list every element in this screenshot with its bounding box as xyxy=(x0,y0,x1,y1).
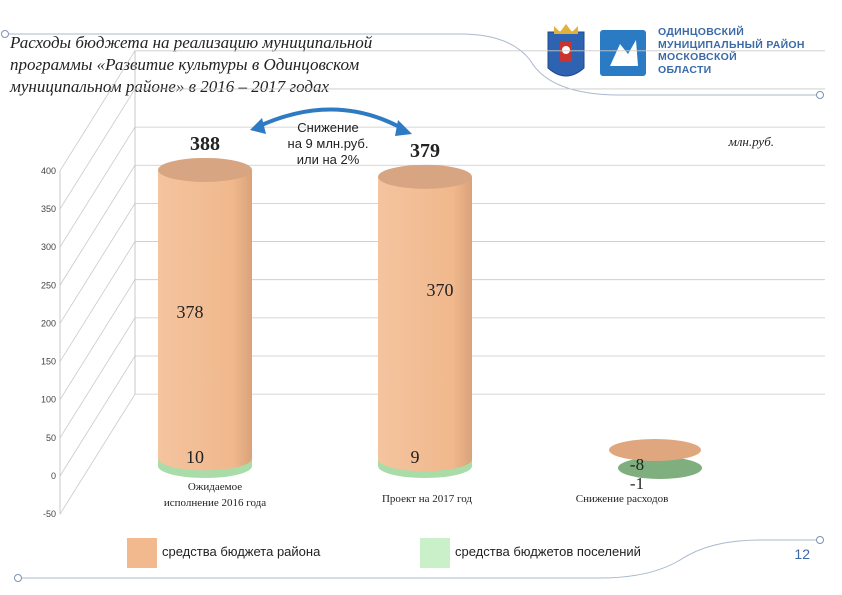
title-line-1: Расходы бюджета на реализацию муниципаль… xyxy=(10,33,373,52)
y-tick-label: 200 xyxy=(41,318,56,328)
chart-value-labels: 388 378 10 379 370 9 -8-1 xyxy=(177,133,645,493)
footer-rule-line xyxy=(20,539,820,579)
y-tick-label: 400 xyxy=(41,166,56,176)
y-tick-label: 150 xyxy=(41,357,56,367)
category-label: Проект на 2017 год xyxy=(382,493,472,505)
reduction-disc-district xyxy=(609,439,701,461)
y-tick-label: 100 xyxy=(41,395,56,405)
category-labels: Ожидаемое исполнение 2016 года Проект на 2… xyxy=(164,481,668,509)
total-value-label: 379 xyxy=(410,140,440,162)
district-reduction-label: -8 xyxy=(630,455,644,474)
reduction-arrow-icon xyxy=(254,107,406,132)
slide-title: Расходы бюджета на реализацию муниципаль… xyxy=(10,32,490,98)
chart-bars xyxy=(158,157,702,479)
legend-label-district: средства бюджета района xyxy=(162,544,321,559)
district-name-text: ОДИНЦОВСКИЙ МУНИЦИПАЛЬНЫЙ РАЙОН МОСКОВСК… xyxy=(658,26,805,76)
annotation-line: или на 2% xyxy=(297,152,360,167)
cylinder-segment-district xyxy=(378,176,472,472)
reduction-arrow-tail-icon xyxy=(250,118,266,134)
settlements-reduction-label: -1 xyxy=(630,474,644,493)
y-tick-label: 350 xyxy=(41,204,56,214)
header-rule-dot-right xyxy=(816,91,824,99)
settlements-value-label: 10 xyxy=(186,447,204,467)
reduction-disc-settlements xyxy=(618,457,702,479)
y-tick-label: 0 xyxy=(51,471,56,481)
district-value-label: 370 xyxy=(427,280,454,300)
y-tick-label: 250 xyxy=(41,280,56,290)
unit-label: млн.руб. xyxy=(728,134,774,149)
annotation-line: на 9 млн.руб. xyxy=(288,136,369,151)
moscow-oblast-coat-of-arms-icon xyxy=(547,24,585,77)
legend-swatch-settlements xyxy=(420,538,450,568)
legend-label-settlements: средства бюджетов поселений xyxy=(455,544,641,559)
logo-icons xyxy=(547,24,646,77)
title-line-3: муниципальном районе» в 2016 – 2017 года… xyxy=(10,77,330,96)
gridline xyxy=(59,50,825,172)
legend-swatch-district xyxy=(127,538,157,568)
chart-gridlines xyxy=(59,50,825,515)
header-logo-block: ОДИНЦОВСКИЙ МУНИЦИПАЛЬНЫЙ РАЙОН МОСКОВСК… xyxy=(540,20,830,90)
annotation-line: Снижение xyxy=(297,120,358,135)
logo-line-3: МОСКОВСКОЙ xyxy=(658,51,737,63)
cylinder-top xyxy=(158,157,252,182)
y-tick-label: 300 xyxy=(41,242,56,252)
footer-rule-dot-left xyxy=(14,574,22,582)
category-label: Ожидаемое xyxy=(188,481,242,493)
y-axis-tick-labels: -50 0 50 100 150 200 250 300 350 400 xyxy=(41,166,56,519)
footer-rule-dot-right xyxy=(816,536,824,544)
odintsovo-district-logo-icon xyxy=(600,30,646,76)
district-value-label: 378 xyxy=(177,302,204,322)
logo-line-4: ОБЛАСТИ xyxy=(658,63,712,76)
settlements-value-label: 9 xyxy=(411,447,420,467)
header-rule-dot-left xyxy=(1,30,9,38)
logo-line-1: ОДИНЦОВСКИЙ xyxy=(658,26,745,38)
cylinder-top xyxy=(378,164,472,189)
header-rule-line xyxy=(4,33,820,96)
y-tick-label: -50 xyxy=(43,509,56,519)
y-tick-label: 50 xyxy=(46,433,56,443)
cylinder-segment-district xyxy=(158,169,252,471)
total-value-label: 388 xyxy=(190,133,220,155)
title-line-2: программы «Развитие культуры в Одинцовск… xyxy=(10,55,360,74)
category-label: Снижение расходов xyxy=(576,493,669,505)
category-label: исполнение 2016 года xyxy=(164,497,266,509)
page-number: 12 xyxy=(794,546,810,562)
reduction-arrowhead-icon xyxy=(395,120,412,136)
logo-line-2: МУНИЦИПАЛЬНЫЙ РАЙОН xyxy=(658,38,805,51)
